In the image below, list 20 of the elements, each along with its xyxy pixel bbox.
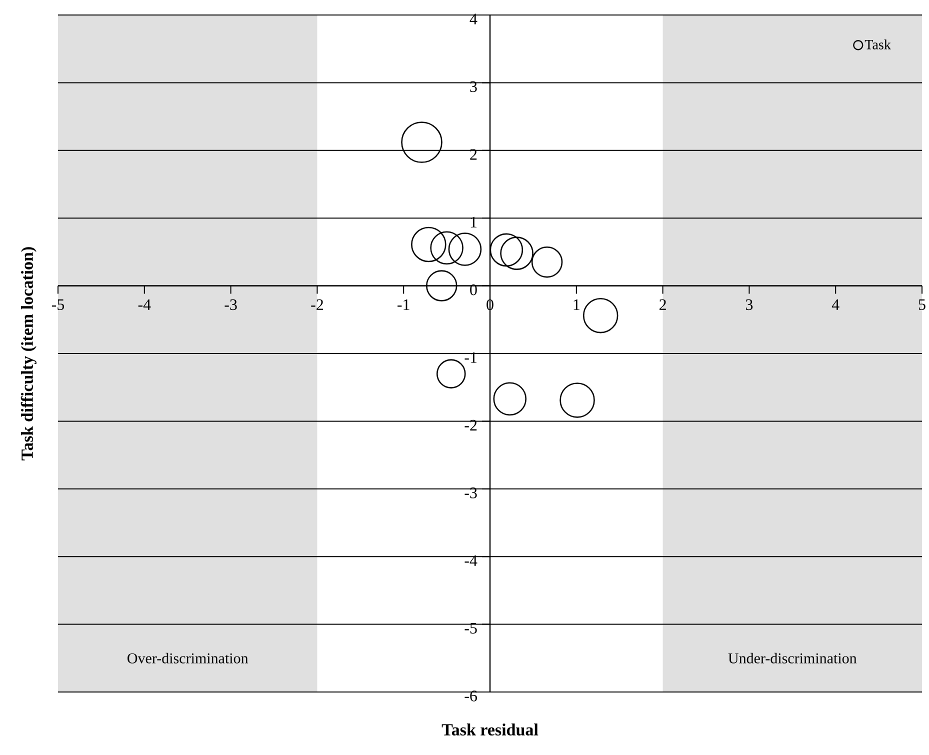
legend-label: Task [864,39,891,50]
x-axis-title: Task residual [442,724,538,736]
y-tick-label: -5 [464,622,477,634]
x-tick-label: -5 [52,299,64,310]
y-tick-label: -2 [464,420,477,430]
y-tick-label: -3 [464,488,477,498]
x-tick-label: -3 [224,299,237,310]
x-tick-label: -2 [311,299,323,310]
x-tick-label: 4 [832,299,840,310]
x-tick-label: 3 [746,299,753,310]
y-axis-title: Task difficulty (item location) [20,247,36,460]
x-tick-label: -1 [398,299,410,310]
band-label: Over-discrimination [128,652,248,664]
y-tick-label: 0 [470,284,477,296]
x-tick-label: 2 [660,299,666,310]
y-tick-label: -4 [464,555,478,566]
x-tick-label: 5 [918,299,926,310]
band-label: Under-discrimination [728,652,857,664]
x-tick-label: -4 [138,299,151,310]
x-tick-label: 1 [574,299,580,310]
